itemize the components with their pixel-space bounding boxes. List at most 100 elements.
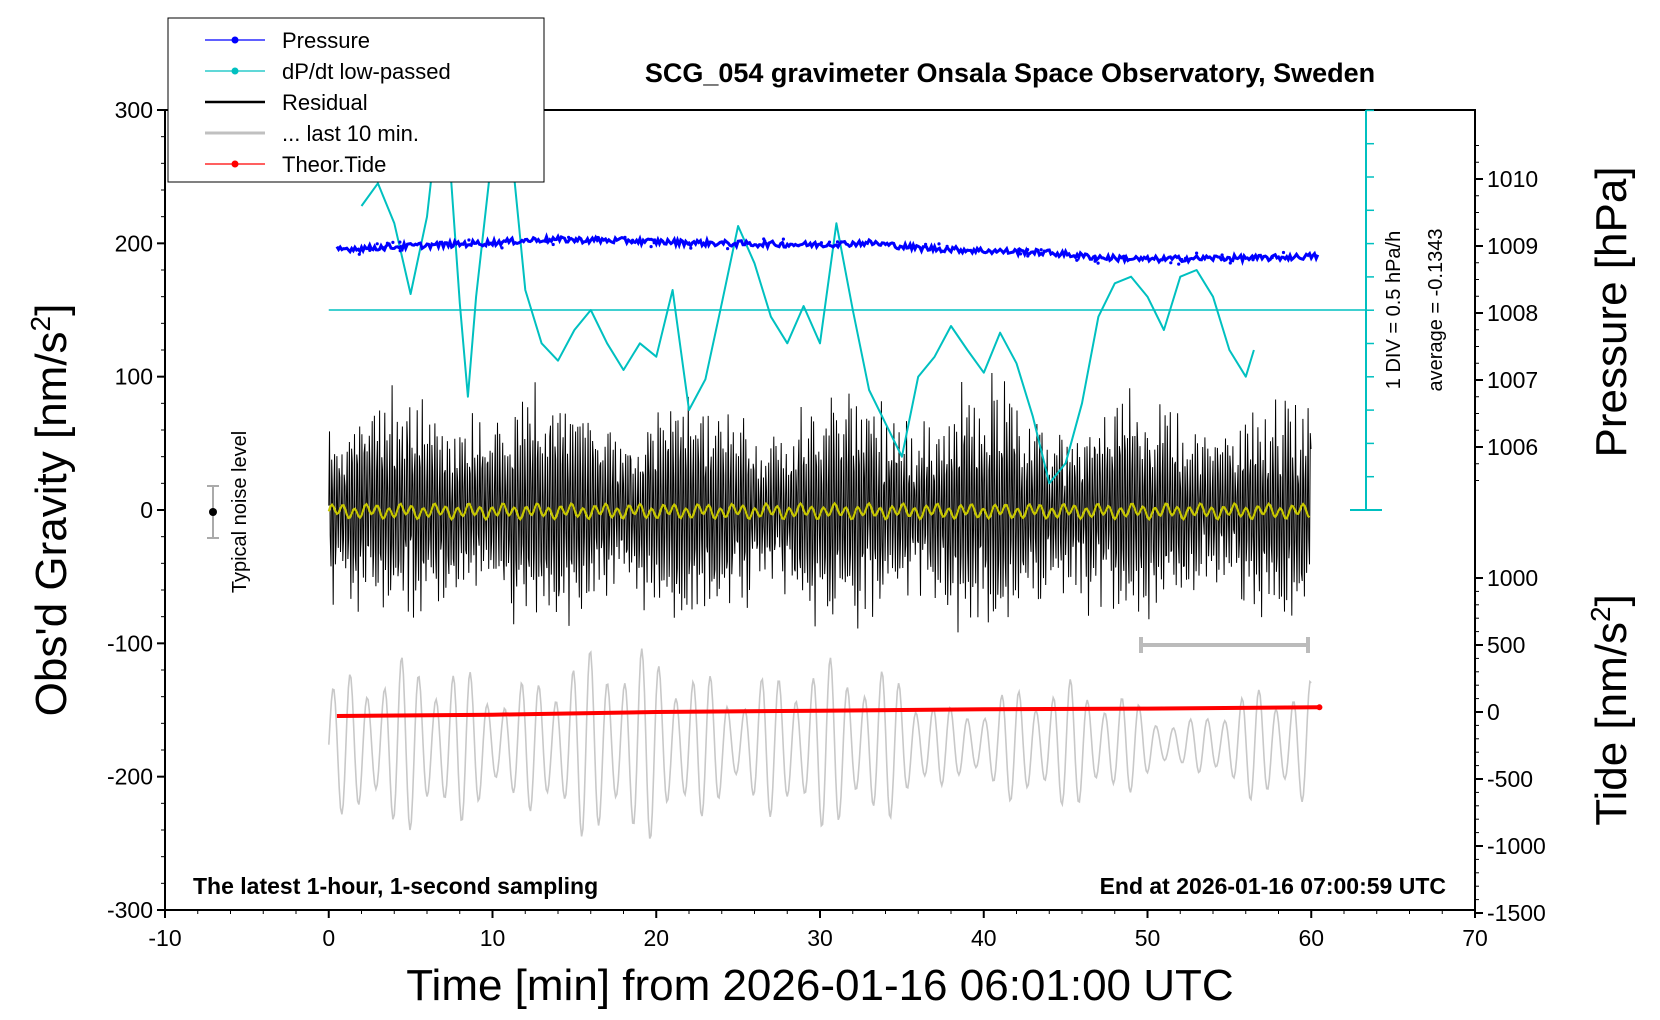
legend-label: Pressure — [282, 28, 370, 53]
tide-tick-label: -1000 — [1487, 833, 1546, 859]
pressure-point — [1075, 258, 1079, 262]
y-tick-label: 200 — [115, 230, 153, 256]
pressure-point — [1238, 255, 1242, 259]
legend-marker — [231, 67, 239, 75]
pressure-point — [1122, 254, 1126, 258]
pressure-point — [835, 240, 840, 244]
annotation-noise-level: Typical noise level — [229, 431, 251, 593]
annotation-bottom-right: End at 2026-01-16 07:00:59 UTC — [1100, 873, 1446, 899]
y-tick-label: -200 — [107, 764, 153, 790]
pressure-point — [398, 240, 402, 244]
pressure-point — [924, 242, 928, 246]
y-tick-label: -100 — [107, 630, 153, 656]
legend-label: ... last 10 min. — [282, 121, 419, 146]
y-axis-label-tide: Tide [nm/s2] — [1585, 594, 1636, 826]
pressure-point — [995, 250, 999, 254]
x-tick-label: 60 — [1298, 925, 1324, 951]
pressure-point — [1195, 251, 1199, 255]
pressure-point — [649, 245, 653, 249]
pressure-point — [1093, 254, 1097, 258]
chart-title: SCG_054 gravimeter Onsala Space Observat… — [645, 58, 1375, 88]
pressure-point — [1219, 257, 1223, 262]
series-residual — [328, 372, 1312, 633]
legend: Pressure dP/dt low-passed Residual ... last… — [167, 17, 545, 183]
x-tick-label: 50 — [1135, 925, 1161, 951]
pressure-point — [945, 244, 949, 248]
x-tick-label: 70 — [1462, 925, 1488, 951]
pressure-point — [375, 242, 379, 246]
last-10-min-bracket — [1139, 637, 1310, 653]
tide-tick-label: 500 — [1487, 632, 1525, 658]
annotation-bottom-left: The latest 1-hour, 1-second sampling — [193, 873, 598, 899]
y-tick-label: -300 — [107, 897, 153, 923]
y-axis-label-tide-sup: 2 — [1585, 606, 1616, 622]
y-tick-label: 0 — [140, 497, 153, 523]
pressure-point — [398, 249, 402, 253]
y-axis-label-pressure: Pressure [hPa] — [1587, 166, 1636, 457]
pressure-point — [385, 241, 389, 245]
pressure-point — [1026, 254, 1030, 258]
annotation-dpdt-average: average = -0.1343 — [1425, 229, 1447, 392]
y-tick-label: 300 — [115, 97, 153, 123]
legend-label: Theor.Tide — [282, 152, 386, 177]
pressure-point — [467, 238, 471, 242]
pressure-point — [382, 246, 386, 250]
pressure-point — [1019, 252, 1023, 256]
pressure-point — [1270, 256, 1274, 260]
pressure-point — [1220, 253, 1224, 257]
theor-tide-end-point — [1316, 704, 1323, 711]
pressure-point — [500, 246, 504, 250]
legend-label: dP/dt low-passed — [282, 59, 451, 84]
pressure-point — [623, 235, 627, 239]
x-tick-label: 40 — [971, 925, 997, 951]
pressure-point — [796, 244, 801, 248]
pressure-point — [1163, 257, 1167, 261]
legend-marker — [231, 36, 239, 44]
pressure-tick-label: 1006 — [1487, 434, 1538, 460]
series-layer — [327, 69, 1382, 839]
pressure-point — [937, 242, 941, 246]
pressure-point — [1281, 250, 1286, 255]
legend-marker — [231, 160, 239, 168]
pressure-point — [762, 237, 766, 241]
pressure-tick-label: 1007 — [1487, 367, 1538, 393]
pressure-point — [1096, 261, 1100, 265]
pressure-point — [551, 242, 555, 247]
pressure-point — [1026, 248, 1030, 252]
x-tick-label: 0 — [322, 925, 335, 951]
pressure-point — [567, 235, 571, 239]
pressure-point — [545, 240, 549, 244]
y-tick-label: 100 — [115, 364, 153, 390]
pressure-point — [357, 252, 361, 256]
y-axis-label-left-sup: 2 — [25, 316, 56, 332]
pressure-tick-label: 1010 — [1487, 166, 1538, 192]
tide-tick-label: -1500 — [1487, 900, 1546, 926]
pressure-point — [652, 241, 656, 245]
tide-tick-label: 0 — [1487, 699, 1500, 725]
x-tick-label: 30 — [807, 925, 833, 951]
x-tick-label: 20 — [643, 925, 669, 951]
pressure-point — [781, 237, 786, 241]
pressure-point — [573, 239, 578, 243]
pressure-point — [689, 246, 693, 250]
pressure-point — [726, 247, 730, 251]
pressure-tick-label: 1009 — [1487, 233, 1538, 259]
axis-ticks: -10 0 10 20 30 40 50 60 703002001000-100-200-300… — [107, 97, 1546, 951]
pressure-point — [596, 235, 600, 240]
pressure-tick-label: 1008 — [1487, 300, 1538, 326]
pressure-point — [781, 241, 785, 245]
pressure-point — [1183, 256, 1188, 260]
pressure-point — [827, 240, 832, 244]
pressure-point — [1177, 262, 1181, 266]
tide-tick-label: -500 — [1487, 766, 1533, 792]
pressure-point — [970, 250, 974, 254]
pressure-point — [1093, 257, 1098, 261]
pressure-point — [1180, 257, 1184, 262]
pressure-point — [819, 241, 824, 245]
noise-level-marker — [207, 485, 219, 539]
x-axis-label: Time [min] from 2026-01-16 06:01:00 UTC — [406, 961, 1233, 1010]
pressure-point — [369, 247, 374, 251]
x-tick-label: 10 — [480, 925, 506, 951]
pressure-point — [1017, 247, 1021, 251]
